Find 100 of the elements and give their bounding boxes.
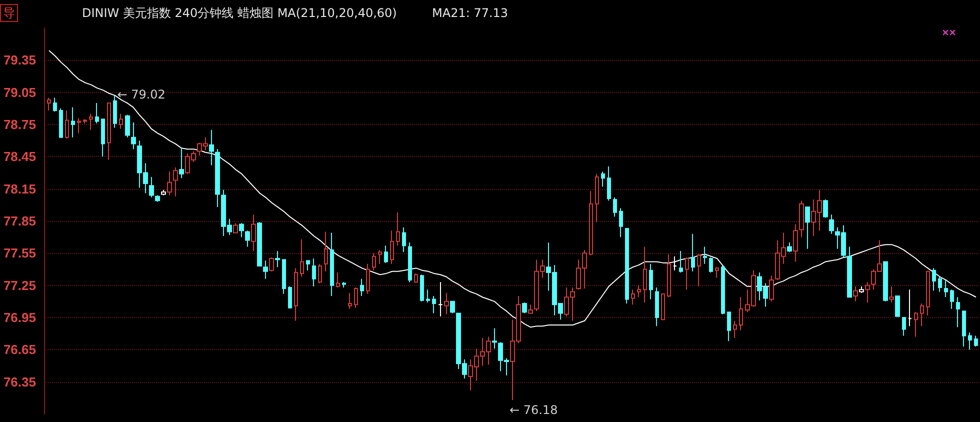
candlestick [101,118,105,158]
candlestick [149,176,154,198]
candlestick [625,228,629,304]
candlestick [956,296,960,328]
candlestick [245,230,250,248]
candlestick [179,148,184,179]
text: 导 [0,4,18,22]
y-tick-label: 78.15 [3,181,36,196]
candlestick [799,200,804,238]
y-tick-label: 77.25 [3,278,36,293]
candlestick [631,289,635,306]
candlestick [294,268,298,322]
candlestick [601,171,605,188]
candlestick [263,260,268,280]
candlestick [330,232,334,297]
candlestick [125,114,130,138]
candlestick [926,270,930,316]
candlestick [902,317,906,336]
candlestick [450,300,455,314]
candlestick [914,312,918,338]
candlestick [950,289,954,310]
chart-title: DINIW 美元指数 240分钟线 蜡烛图 MA(21,10,20,40,60) [82,5,397,22]
candlestick [895,296,900,317]
candlestick [107,102,111,160]
candlestick [396,212,400,246]
candlestick [209,129,214,166]
candlestick [769,275,774,302]
candlestick [269,256,274,272]
candlestick [275,250,280,268]
y-tick-label: 79.05 [3,84,36,100]
candlestick [336,272,340,288]
candlestick [414,273,418,283]
candlestick [883,261,888,302]
candlestick [233,222,238,234]
candlestick [282,259,286,294]
candlestick [71,106,75,138]
candlestick [889,286,894,303]
candlestick [613,196,617,218]
candlestick [402,226,406,253]
candlestick [619,208,623,238]
y-tick-label: 76.65 [3,342,36,358]
y-tick-label: 78.45 [3,149,36,164]
candlestick [703,246,707,264]
candlestick [408,242,412,283]
candlestick [89,113,93,130]
candlestick [444,292,449,315]
candlestick [360,278,364,297]
candlestick [655,286,659,327]
candlestick [155,194,160,202]
candlestick [637,284,641,298]
candlestick [492,328,497,350]
candlestick [661,293,665,320]
candlestick [342,282,346,288]
candlestick [739,296,743,331]
candlestick [607,166,611,202]
candlestick [113,95,117,128]
candlestick [47,97,51,112]
candlestick [962,310,966,347]
candlestick [432,296,436,314]
candlestick [944,279,948,298]
candlestick [829,214,834,234]
candlestick [215,148,220,208]
line-series [48,50,976,328]
candlestick [77,118,81,134]
candlestick [131,122,136,150]
candlestick [288,286,292,308]
candlestick [733,320,737,338]
candlestick [251,214,256,252]
annotation: ← 76.18 [510,403,558,418]
candlestick [920,303,924,327]
candlestick [257,222,262,267]
candlestick [318,263,322,284]
candlestick [95,102,99,124]
candlestick [312,258,316,287]
candlestick [83,118,87,124]
candlestick [59,108,63,138]
candlestick [697,254,701,287]
candlestick [673,256,677,271]
candlestick [805,206,810,250]
candlestick [378,249,382,264]
candlestick [793,224,798,262]
y-tick-label: 76.95 [3,310,36,325]
candlestick [384,245,388,264]
candlestick [528,304,533,314]
candlestick [595,173,599,223]
candlestick [823,199,828,218]
candlestick [173,166,178,197]
candlestick [932,268,936,292]
candlestick [691,233,695,272]
candlestick [667,254,671,298]
candlestick [679,250,683,273]
candlestick [300,238,304,278]
candlestick [787,242,792,253]
candlestick [938,276,942,292]
candlestick [348,292,352,310]
candlestick [727,312,731,342]
candlestick [721,266,725,315]
candlestick [643,246,647,303]
candlestick [438,282,443,317]
candlestick [589,190,593,256]
